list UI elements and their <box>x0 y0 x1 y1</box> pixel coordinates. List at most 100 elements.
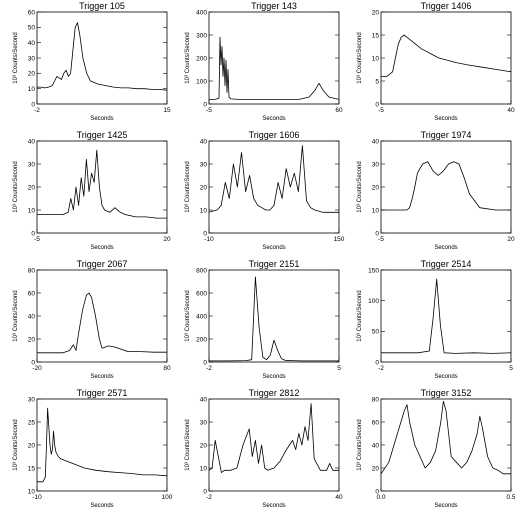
plot-frame <box>380 140 512 234</box>
panel-title: Trigger 3152 <box>421 388 472 398</box>
x-tick-label: -20 <box>32 365 42 372</box>
x-axis-label: Seconds <box>90 116 113 122</box>
x-tick-label: 60 <box>335 107 343 114</box>
y-tick-label: 5 <box>375 78 379 85</box>
panel-11: Trigger 2812 0 10 20 30 40 -2 40 Seconds 10³ Coun… <box>185 388 343 509</box>
light-curve <box>381 161 511 211</box>
y-axis-label: 10³ Counts/Second <box>357 290 363 341</box>
y-tick-label: 0 <box>375 101 379 108</box>
x-tick-label: 5 <box>337 365 341 372</box>
y-tick-label: 20 <box>200 184 208 191</box>
y-tick-label: 100 <box>196 78 207 85</box>
panel-title: Trigger 1406 <box>421 1 472 11</box>
x-tick-label: 20 <box>507 236 515 243</box>
x-tick-label: 15 <box>163 107 171 114</box>
y-tick-label: 15 <box>372 32 380 39</box>
y-tick-label: 20 <box>28 336 36 343</box>
y-tick-label: 30 <box>200 419 208 426</box>
plot-frame <box>380 11 512 105</box>
panel-title: Trigger 2514 <box>421 259 472 269</box>
x-tick-label: -2 <box>34 107 40 114</box>
panel-2: Trigger 143 0 100 200 300 400 -5 60 Seconds 10³ C… <box>185 1 343 122</box>
light-curve <box>37 292 167 354</box>
y-tick-label: 0 <box>203 488 207 495</box>
panel-title: Trigger 105 <box>79 1 125 11</box>
light-curve <box>37 149 167 219</box>
y-tick-label: 0 <box>375 230 379 237</box>
y-axis-label: 10³ Counts/Second <box>185 419 191 470</box>
x-tick-label: 40 <box>507 107 515 114</box>
y-axis-label: 10³ Counts/Second <box>185 32 191 83</box>
y-tick-label: 0 <box>203 101 207 108</box>
panel-title: Trigger 1606 <box>249 130 300 140</box>
y-axis-label: 10³ Counts/Second <box>13 161 19 212</box>
y-tick-label: 50 <box>372 329 380 336</box>
y-tick-label: 30 <box>372 161 380 168</box>
x-tick-label: 80 <box>163 365 171 372</box>
light-curve <box>37 22 168 91</box>
panel-3: Trigger 1406 0 5 10 15 20 -5 40 Seconds 10³ Count… <box>357 1 515 122</box>
plot-frame <box>380 269 512 363</box>
y-tick-label: 0 <box>203 359 207 366</box>
panel-10: Trigger 2571 10 15 20 25 30 -10 100 Seconds 10³ C… <box>13 388 173 509</box>
panel-title: Trigger 2571 <box>77 388 128 398</box>
y-tick-label: 0 <box>375 359 379 366</box>
x-axis-label: Seconds <box>90 374 113 380</box>
x-axis-label: Seconds <box>262 503 285 509</box>
light-curve <box>208 403 339 473</box>
y-tick-label: 40 <box>28 138 36 145</box>
y-axis-label: 10³ Counts/Second <box>357 161 363 212</box>
y-tick-label: 60 <box>372 419 380 426</box>
y-tick-label: 40 <box>28 313 36 320</box>
y-tick-label: 0 <box>31 359 35 366</box>
y-tick-label: 80 <box>372 396 380 403</box>
x-tick-label: -5 <box>206 107 212 114</box>
panel-title: Trigger 1425 <box>77 130 128 140</box>
y-tick-label: 25 <box>28 419 36 426</box>
x-tick-label: 40 <box>335 494 343 501</box>
y-axis-label: 10³ Counts/Second <box>185 161 191 212</box>
y-tick-label: 50 <box>28 25 36 32</box>
light-curve <box>209 36 340 100</box>
y-tick-label: 20 <box>200 442 208 449</box>
x-tick-label: 0.5 <box>506 494 515 501</box>
y-tick-label: 20 <box>372 9 380 16</box>
x-tick-label: 150 <box>334 236 345 243</box>
plot-frame <box>208 140 340 234</box>
y-tick-label: 0 <box>203 230 207 237</box>
x-tick-label: -5 <box>34 236 40 243</box>
y-tick-label: 60 <box>28 290 36 297</box>
x-tick-label: 100 <box>162 494 173 501</box>
y-tick-label: 20 <box>28 184 36 191</box>
x-tick-label: 0.0 <box>376 494 385 501</box>
panel-6: Trigger 1974 0 10 20 30 40 -5 20 Seconds 10³ Coun… <box>357 130 515 251</box>
x-tick-label: -5 <box>378 236 384 243</box>
y-axis-label: 10³ Counts/Second <box>357 419 363 470</box>
y-tick-label: 300 <box>196 32 207 39</box>
x-axis-label: Seconds <box>262 374 285 380</box>
panel-8: Trigger 2151 0 200 400 600 800 -2 5 Seconds 10³ C… <box>185 259 341 380</box>
x-axis-label: Seconds <box>262 245 285 251</box>
y-tick-label: 10 <box>200 465 208 472</box>
y-tick-label: 400 <box>196 9 207 16</box>
x-tick-label: 5 <box>509 365 513 372</box>
y-tick-label: 15 <box>28 465 36 472</box>
y-tick-label: 10 <box>28 488 36 495</box>
x-tick-label: -10 <box>32 494 42 501</box>
y-tick-label: 40 <box>372 442 380 449</box>
y-tick-label: 0 <box>31 101 35 108</box>
y-axis-label: 10³ Counts/Second <box>185 290 191 341</box>
y-tick-label: 0 <box>375 488 379 495</box>
y-tick-label: 20 <box>28 71 36 78</box>
light-curve <box>381 34 512 77</box>
y-tick-label: 40 <box>372 138 380 145</box>
x-axis-label: Seconds <box>434 116 457 122</box>
y-tick-label: 10 <box>372 207 380 214</box>
y-axis-label: 10³ Counts/Second <box>13 32 19 83</box>
light-curve <box>209 276 339 362</box>
panel-4: Trigger 1425 0 10 20 30 40 -5 20 Seconds 10³ Coun… <box>13 130 171 251</box>
panel-title: Trigger 2812 <box>249 388 300 398</box>
light-curve <box>381 278 512 354</box>
y-axis-label: 10³ Counts/Second <box>13 290 19 341</box>
